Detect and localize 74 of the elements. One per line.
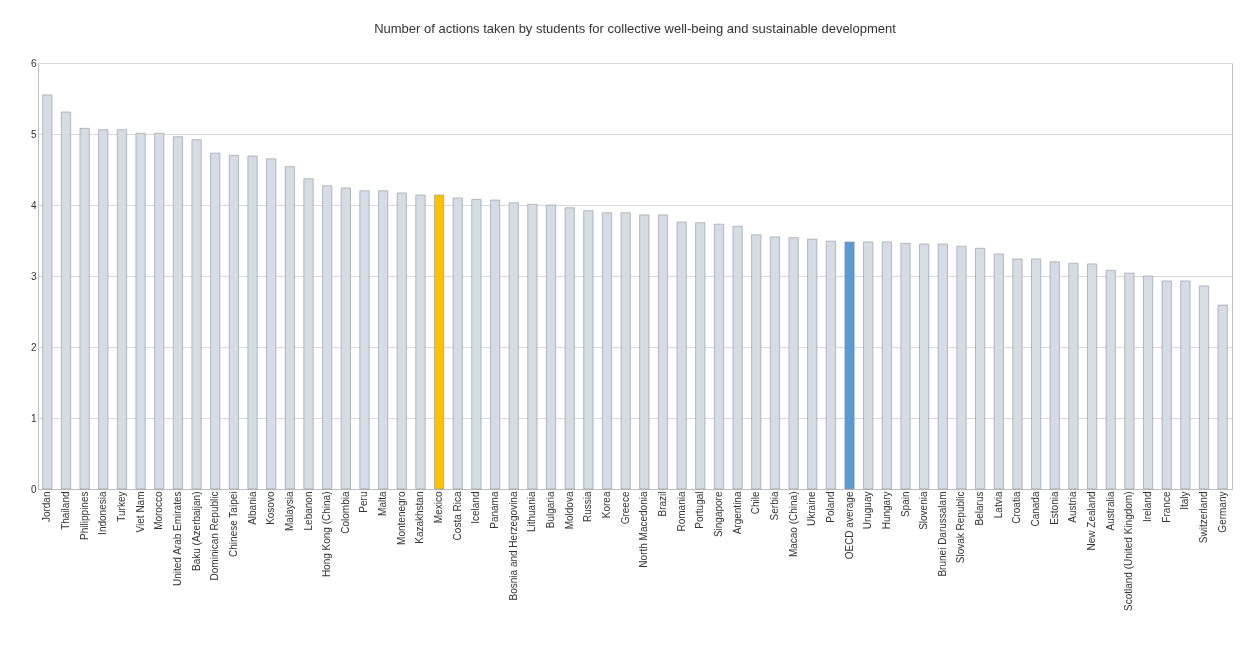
x-tick-label: France <box>1160 491 1172 523</box>
x-tick-label: Latvia <box>992 491 1004 519</box>
x-tick-label: Panama <box>489 491 501 529</box>
x-tick-label: Australia <box>1104 491 1116 531</box>
x-tick-label: Philippines <box>78 491 90 540</box>
x-tick-label: Thailand <box>59 491 71 530</box>
x-tick-label: Morocco <box>153 491 165 530</box>
chart-title: Number of actions taken by students for collective well-being and sustainable development <box>374 21 897 36</box>
x-tick-label: Croatia <box>1011 491 1023 524</box>
x-tick-label: Kosovo <box>265 491 277 525</box>
x-tick-label: Serbia <box>768 491 780 521</box>
y-tick-label: 0 <box>30 483 37 495</box>
x-tick-label: Switzerland <box>1198 491 1210 544</box>
x-tick-label: Lithuania <box>526 491 538 533</box>
x-tick-label: Romania <box>675 491 687 532</box>
x-tick-label: Slovak Republic <box>955 491 967 564</box>
x-tick-label: Indonesia <box>97 491 109 535</box>
x-tick-label: North Macedonia <box>638 491 650 568</box>
x-tick-label: Greece <box>619 491 631 525</box>
x-tick-label: Turkey <box>115 491 127 522</box>
x-tick-label: Colombia <box>339 491 351 534</box>
x-tick-label: Brunei Darussalam <box>936 491 948 577</box>
y-tick-label: 5 <box>30 128 37 140</box>
x-tick-label: Ukraine <box>806 491 818 526</box>
x-tick-label: Slovenia <box>918 491 930 530</box>
x-tick-label: Dominican Republic <box>209 491 221 581</box>
bar <box>844 241 855 490</box>
x-tick-label: Spain <box>899 491 911 518</box>
y-tick-label: 6 <box>30 57 37 69</box>
x-tick-label: Moldova <box>563 491 575 530</box>
x-tick-label: Viet Nam <box>134 491 146 533</box>
bar <box>434 194 445 490</box>
x-tick-label: New Zealand <box>1086 491 1098 551</box>
y-tick-label: 4 <box>30 199 37 211</box>
y-tick-label: 1 <box>30 412 37 424</box>
x-tick-label: Malta <box>377 491 389 516</box>
x-tick-label: Russia <box>582 491 594 523</box>
x-tick-label: Baku (Azerbaijan) <box>190 491 202 571</box>
y-tick-label: 2 <box>30 341 37 353</box>
x-tick-label: Korea <box>601 491 613 519</box>
x-tick-label: Ireland <box>1142 491 1154 523</box>
x-tick-label: Poland <box>824 491 836 523</box>
x-tick-label: Chile <box>750 491 762 515</box>
x-tick-label: Singapore <box>712 491 724 538</box>
x-tick-label: Kazakhstan <box>414 491 426 544</box>
x-tick-label: Bosnia and Herzegovina <box>507 491 519 601</box>
x-tick-label: Albania <box>246 491 258 525</box>
x-tick-label: Austria <box>1067 491 1079 523</box>
x-tick-label: Hong Kong (China) <box>321 491 333 578</box>
x-tick-label: Italy <box>1179 491 1191 510</box>
x-tick-label: OECD average <box>843 491 855 560</box>
x-tick-label: Uruguay <box>862 491 874 530</box>
x-tick-label: Lebanon <box>302 491 314 531</box>
x-tick-label: Hungary <box>880 491 892 530</box>
x-tick-label: Mexico <box>433 491 445 524</box>
x-tick-label: Chinese Taipei <box>227 491 239 557</box>
x-tick-label: Belarus <box>974 491 986 526</box>
x-tick-label: Bulgaria <box>545 491 557 529</box>
x-tick-label: Brazil <box>656 491 668 517</box>
x-tick-label: Portugal <box>694 491 706 529</box>
x-tick-label: Jordan <box>41 491 53 523</box>
x-tick-label: Peru <box>358 491 370 513</box>
x-tick-label: Scotland (United Kingdom) <box>1123 491 1135 612</box>
x-tick-label: Canada <box>1030 491 1042 527</box>
x-tick-label: Iceland <box>470 491 482 524</box>
x-tick-label: Estonia <box>1048 491 1060 525</box>
x-tick-label: Costa Rica <box>451 491 463 541</box>
x-tick-label: Macao (China) <box>787 491 799 558</box>
x-tick-label: Argentina <box>731 491 743 535</box>
x-tick-label: Malaysia <box>283 491 295 531</box>
x-tick-label: United Arab Emirates <box>171 491 183 586</box>
y-tick-label: 3 <box>30 270 37 282</box>
x-tick-label: Montenegro <box>395 491 407 545</box>
x-tick-label: Germany <box>1216 491 1228 533</box>
